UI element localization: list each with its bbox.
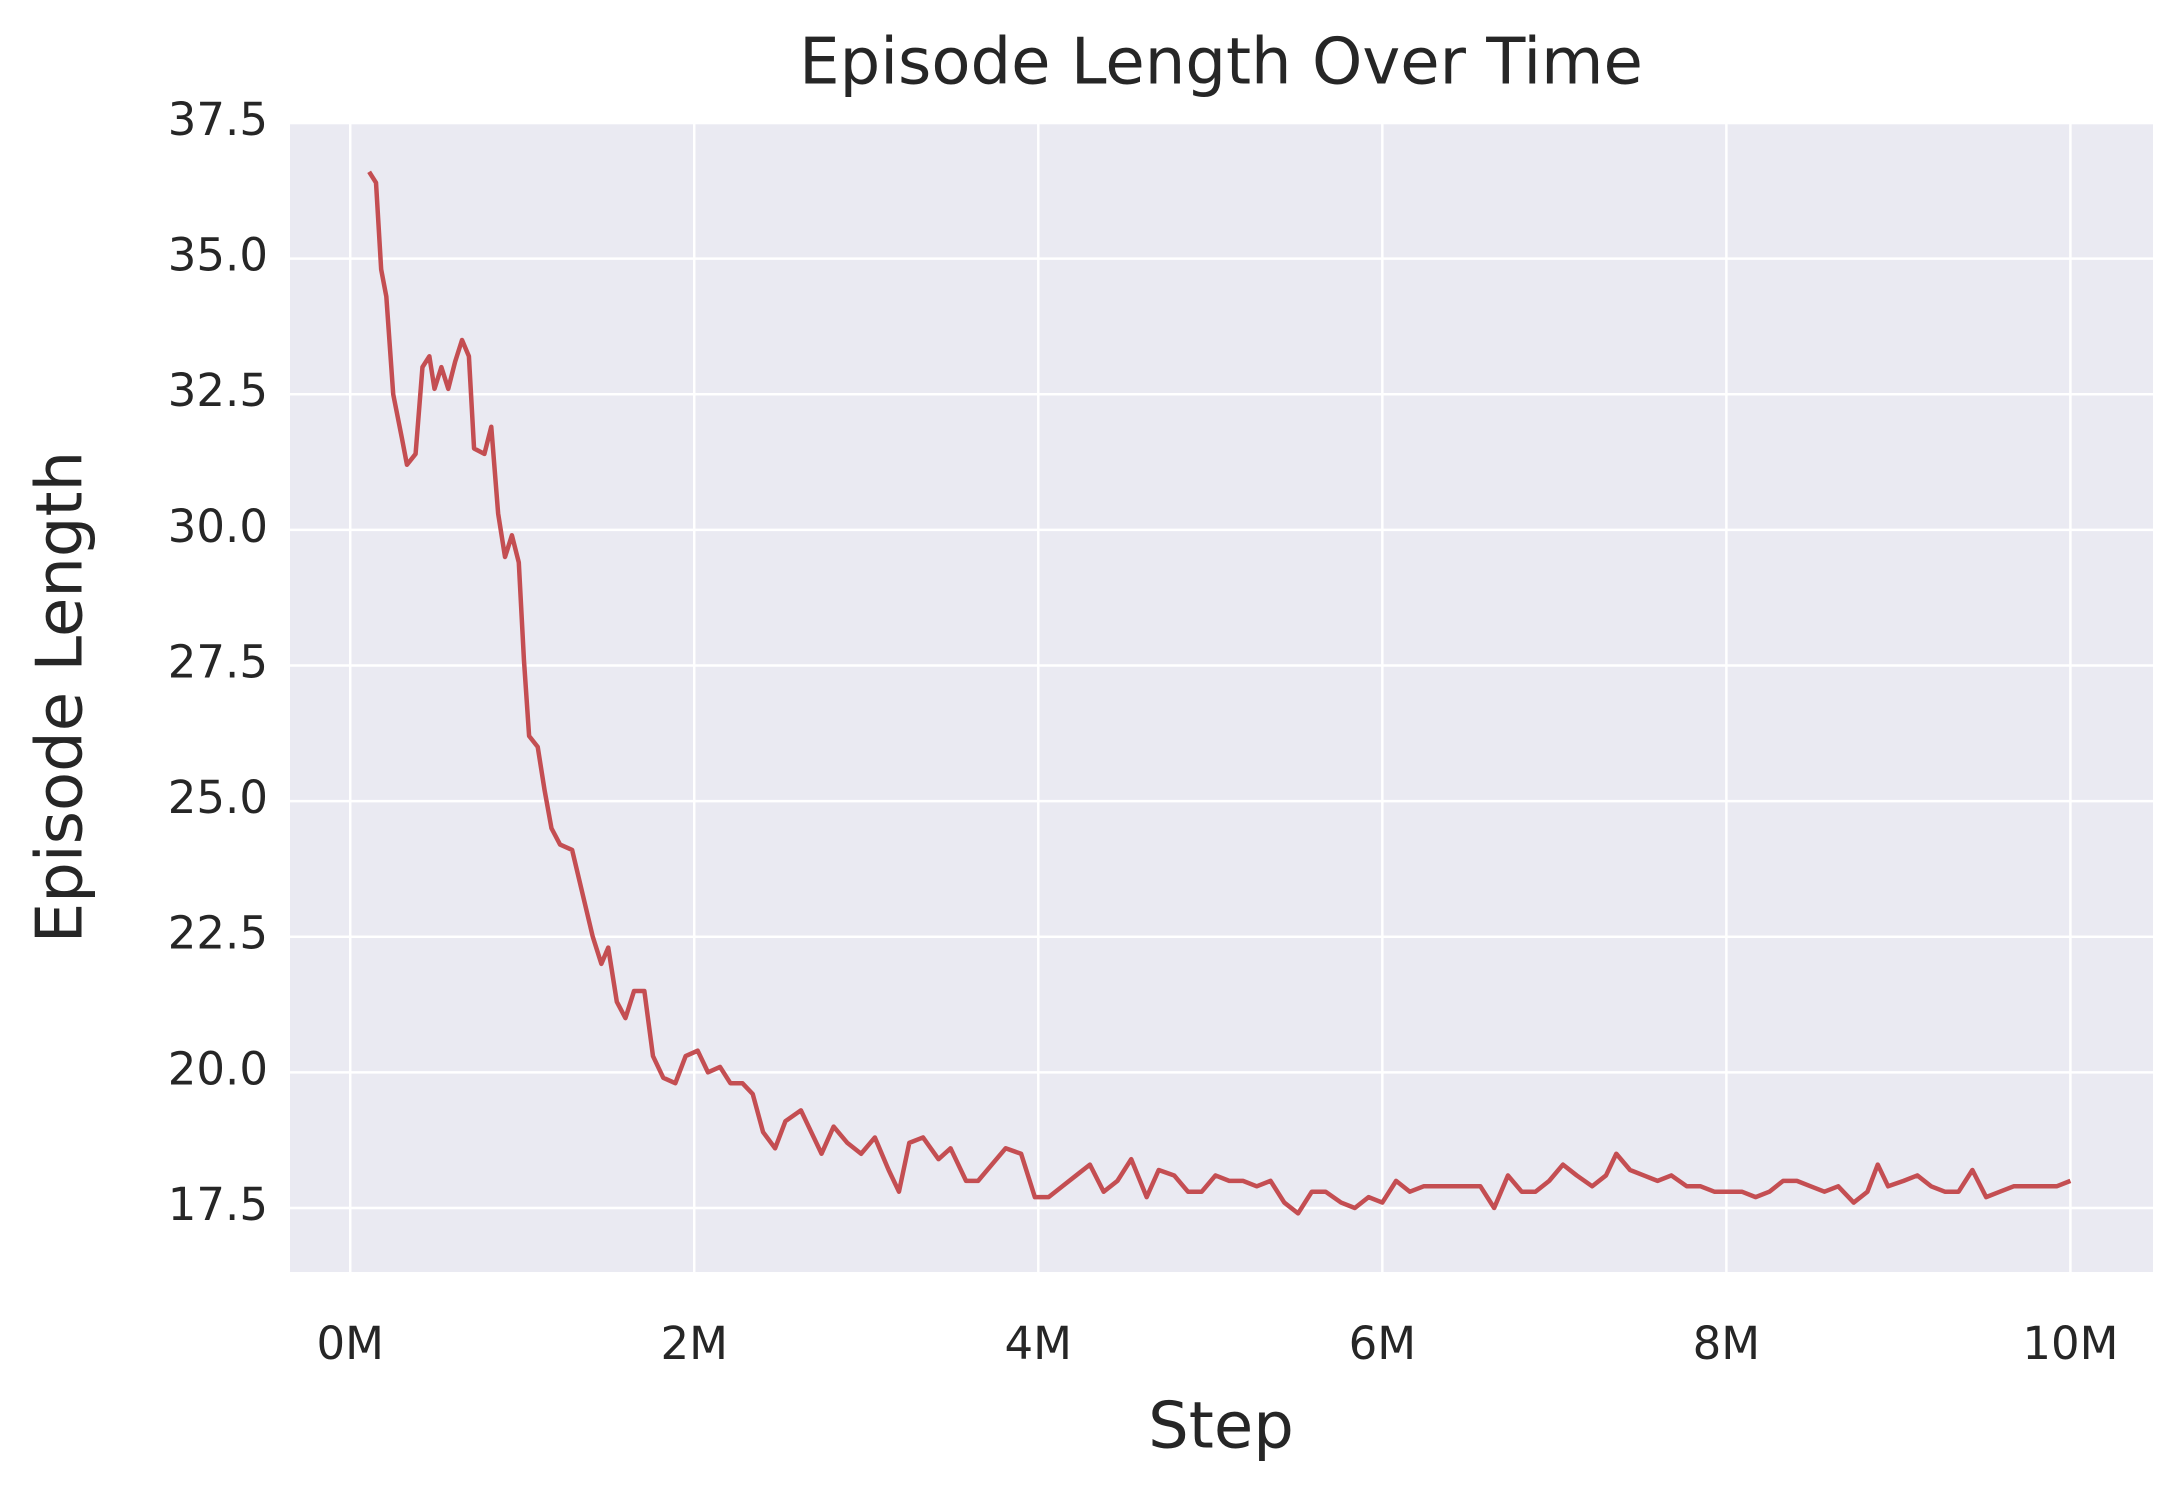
- y-tick-label: 37.5: [168, 93, 268, 146]
- y-tick-label: 32.5: [168, 364, 268, 417]
- x-tick-label: 4M: [1005, 1317, 1072, 1370]
- y-tick-label: 25.0: [168, 771, 268, 824]
- y-axis-label: Episode Length: [24, 451, 98, 943]
- x-axis-label: Step: [1148, 1390, 1294, 1464]
- y-tick-label: 22.5: [168, 907, 268, 960]
- x-tick-label: 2M: [661, 1317, 728, 1370]
- plot-background: [290, 123, 2153, 1272]
- x-tick-label: 0M: [316, 1317, 383, 1370]
- y-tick-label: 35.0: [168, 229, 268, 282]
- y-tick-label: 20.0: [168, 1042, 268, 1095]
- y-tick-label: 17.5: [168, 1178, 268, 1231]
- y-tick-label: 27.5: [168, 635, 268, 688]
- data-line: [367, 170, 2072, 1216]
- y-tick-label: 30.0: [168, 500, 268, 553]
- x-tick-label: 10M: [2022, 1317, 2118, 1370]
- x-tick-label: 8M: [1693, 1317, 1760, 1370]
- x-tick-label: 6M: [1349, 1317, 1416, 1370]
- chart-title: Episode Length Over Time: [799, 26, 1643, 100]
